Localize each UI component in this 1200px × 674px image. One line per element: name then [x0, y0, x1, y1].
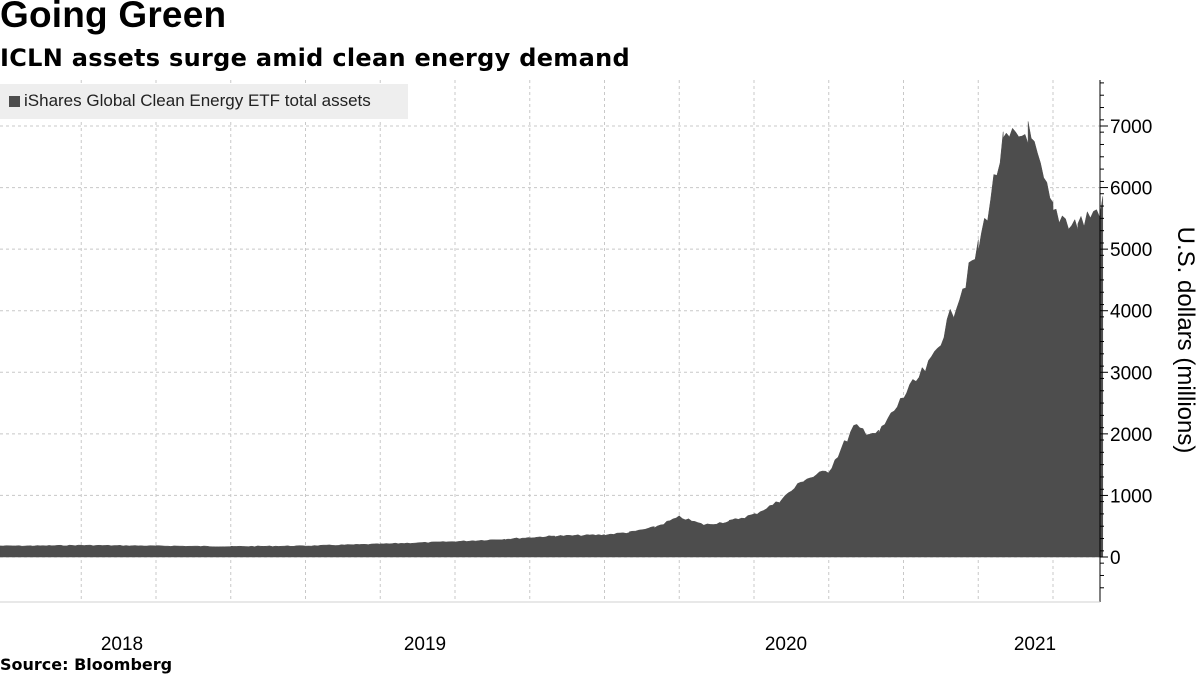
x-axis: 2018 2019 2020 2021	[0, 601, 1100, 655]
y-axis-label: U.S. dollars (millions)	[1172, 227, 1199, 454]
y-tick-label: 7000	[1110, 117, 1152, 138]
series-area	[0, 121, 1104, 558]
x-tick-label: 2018	[101, 634, 143, 655]
x-tick-label: 2019	[404, 634, 446, 655]
y-tick-label: 5000	[1110, 240, 1152, 261]
y-tick-label: 6000	[1110, 179, 1152, 200]
x-tick-label: 2021	[1014, 634, 1056, 655]
y-axis: 0 1000 2000 3000 4000 5000 6000 7000	[1099, 80, 1152, 602]
y-tick-label: 3000	[1110, 363, 1152, 384]
legend-swatch	[9, 96, 20, 107]
legend-label: iShares Global Clean Energy ETF total as…	[24, 91, 371, 110]
chart-title: Going Green	[0, 0, 227, 35]
gridlines	[0, 80, 1100, 602]
source-note: Source: Bloomberg	[0, 655, 173, 674]
y-tick-label: 4000	[1110, 302, 1152, 323]
y-tick-label: 1000	[1110, 486, 1152, 507]
x-tick-label: 2020	[765, 634, 807, 655]
series-area-layer	[0, 121, 1104, 558]
y-tick-label: 0	[1110, 548, 1121, 569]
legend	[0, 84, 408, 119]
y-tick-label: 2000	[1110, 425, 1152, 446]
chart-subtitle: ICLN assets surge amid clean energy dema…	[0, 44, 630, 72]
